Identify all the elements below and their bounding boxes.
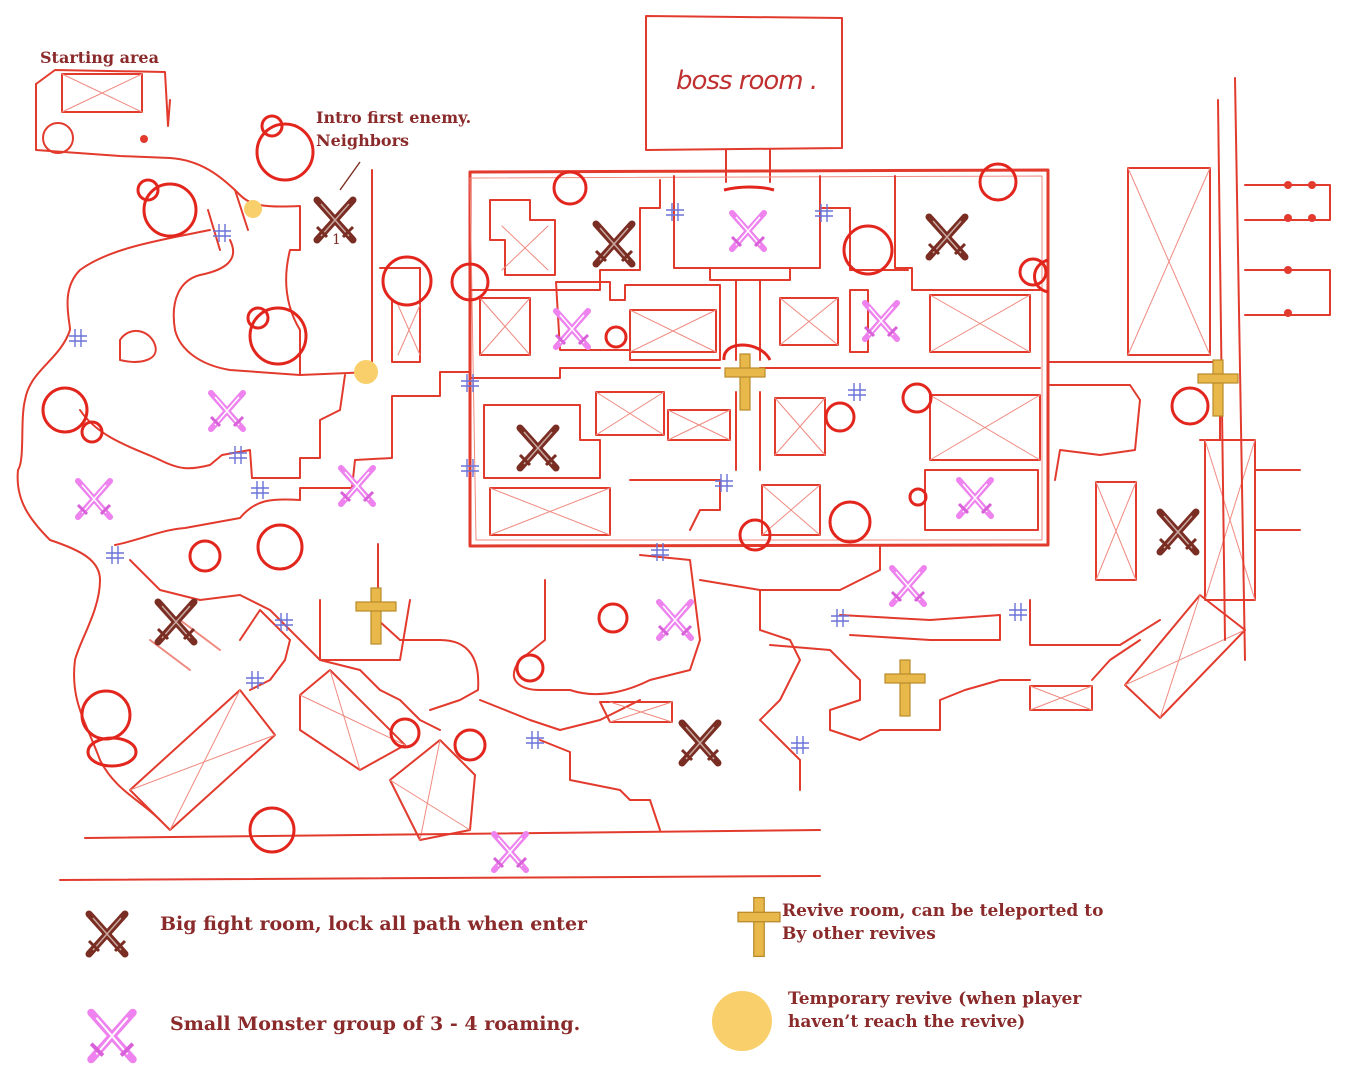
enemy-circle	[828, 500, 872, 544]
big-fight-swords	[682, 723, 718, 763]
boss-room-wall	[645, 15, 843, 151]
legend-big-fight-icon	[89, 914, 125, 954]
enemy-circle	[908, 487, 928, 507]
small-monster-swords	[556, 311, 588, 347]
tilted-box-east	[1124, 594, 1246, 719]
temp-revive	[244, 200, 262, 218]
intro-enemy-label: Intro first enemy. Neighbors	[316, 106, 471, 152]
big-fight-swords	[158, 602, 194, 642]
big-fight-swords	[1160, 512, 1196, 552]
enemy-circle	[80, 689, 132, 741]
small-monster-swords	[659, 602, 691, 638]
enemy-circle	[248, 306, 308, 366]
enemy-circle	[260, 114, 284, 138]
legend-revive-line-2: By other revives	[782, 923, 936, 944]
main-building-wall	[468, 168, 1050, 548]
enemy-circle	[389, 717, 421, 749]
enemy-circle	[552, 170, 588, 206]
enemy-circle	[824, 401, 856, 433]
enemy-circle	[1018, 257, 1048, 287]
enemy-circle	[256, 523, 304, 571]
revive-cross	[1197, 359, 1239, 417]
legend-temp-revive-line-2: haven’t reach the revive)	[788, 1011, 1026, 1032]
temporary-revives	[244, 200, 378, 384]
small-monster-swords	[341, 468, 373, 504]
door-marker	[847, 382, 867, 402]
legend-temp-revive-line-1: Temporary revive (when player	[788, 989, 1082, 1009]
enemy-circle	[978, 162, 1018, 202]
intro-enemy-line-2: Neighbors	[316, 131, 409, 151]
door-marker	[830, 608, 850, 628]
intro-enemy-number: 1	[332, 232, 341, 248]
door-marker	[68, 328, 88, 348]
intro-pointer	[339, 161, 361, 191]
starting-area-label: Starting area	[40, 48, 159, 67]
small-monster-swords	[494, 834, 526, 870]
enemy-circle	[901, 382, 933, 414]
enemy-arc	[722, 343, 772, 361]
small-monster-swords	[959, 480, 991, 516]
enemy-circle	[842, 224, 894, 276]
door-marker	[714, 473, 734, 493]
enemy-circle	[41, 386, 89, 434]
legend-small-monster-icon	[91, 1013, 133, 1060]
revive-cross	[884, 659, 926, 717]
enemy-arc	[1033, 258, 1049, 294]
legend-small-monster-text: Small Monster group of 3 - 4 roaming.	[170, 1013, 581, 1035]
enemy-circle	[80, 420, 104, 444]
enemy-spawns	[41, 114, 1210, 854]
enemy-circle	[86, 736, 138, 768]
enemy-circle	[738, 518, 772, 552]
legend-temp-revive-icon	[712, 991, 772, 1051]
door-marker	[250, 480, 270, 500]
intro-enemy-line-1: Intro first enemy.	[316, 108, 472, 127]
big-fight-swords	[520, 428, 556, 468]
door-marker	[245, 670, 265, 690]
door-marker	[228, 445, 248, 465]
starting-area-wall	[35, 83, 373, 376]
enemy-circle	[453, 728, 487, 762]
start-marker	[140, 135, 148, 143]
enemy-circle	[142, 182, 198, 238]
big-fight-swords	[596, 224, 632, 264]
enemy-circle	[604, 325, 628, 349]
door-marker	[790, 735, 810, 755]
revive-cross	[355, 587, 397, 645]
small-monster-swords	[865, 303, 897, 339]
walls	[16, 15, 1331, 881]
enemy-circle	[248, 806, 296, 854]
legend-revive-text: Revive room, can be teleported to By oth…	[782, 900, 1103, 946]
enemy-circle	[188, 539, 222, 573]
door-marker	[1008, 602, 1028, 622]
legend-big-fight-text: Big fight room, lock all path when enter	[160, 913, 588, 935]
legend-revive-icon	[737, 896, 781, 958]
big-fight-swords	[929, 217, 965, 257]
enemy-circle	[136, 178, 160, 202]
temp-revive	[354, 360, 378, 384]
small-monster-swords	[211, 393, 243, 429]
start-circle	[42, 122, 74, 154]
tilted-box-3	[389, 739, 476, 841]
door-marker	[105, 545, 125, 565]
door-marker	[814, 203, 834, 223]
tilted-box-2	[299, 669, 406, 771]
start-table	[61, 73, 143, 113]
small-monster-swords	[732, 213, 764, 249]
boss-room-label: boss room .	[676, 66, 818, 96]
enemy-arc	[723, 185, 775, 192]
enemy-circle	[597, 602, 629, 634]
small-monster-swords	[892, 568, 924, 604]
tilted-box-1	[129, 689, 276, 831]
legend-temp-revive-text: Temporary revive (when player haven’t re…	[788, 988, 1081, 1034]
small-monster-swords	[78, 481, 110, 517]
enemy-circle	[255, 122, 315, 182]
enemy-circle	[515, 653, 545, 683]
enemy-circle	[1170, 386, 1210, 426]
legend-revive-line-1: Revive room, can be teleported to	[782, 901, 1104, 921]
enemy-circle	[381, 255, 433, 307]
enemy-circle	[246, 306, 270, 330]
enemy-circle	[450, 262, 490, 302]
